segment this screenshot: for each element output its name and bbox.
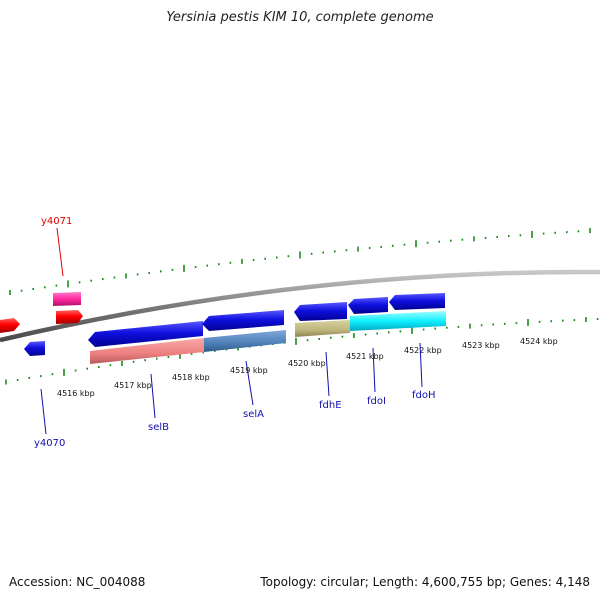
scale-label: 4519 kbp (230, 366, 268, 375)
scale-label: 4524 kbp (520, 337, 558, 346)
gene-selB-rna[interactable] (90, 338, 204, 364)
label-leaders (40, 227, 423, 435)
leader-fdhE (325, 351, 330, 397)
leader-fdoH (419, 342, 423, 388)
leader-selA (245, 360, 254, 406)
leader-selB (150, 373, 156, 419)
gene-red-edge[interactable] (0, 318, 20, 333)
leader-y4071 (56, 227, 64, 277)
scale-label: 4523 kbp (462, 341, 500, 350)
gene-selA[interactable] (202, 310, 284, 331)
scale-label: 4517 kbp (114, 381, 152, 390)
gene-label-fdhE[interactable]: fdhE (319, 400, 342, 411)
gene-label-selB[interactable]: selB (148, 422, 169, 433)
gene-fdhE[interactable] (295, 320, 350, 337)
leader-fdoI (372, 347, 376, 393)
gene-label-fdoH[interactable]: fdoH (412, 390, 436, 401)
gene-blue-3[interactable] (389, 293, 445, 310)
gene-label-y4070[interactable]: y4070 (34, 438, 65, 449)
gene-blue-2[interactable] (348, 297, 388, 314)
outer-tick-ring (9, 228, 591, 295)
genome-backbone (0, 269, 600, 343)
scale-label: 4520 kbp (288, 359, 326, 368)
scale-label: 4516 kbp (57, 389, 95, 398)
scale-label: 4518 kbp (172, 373, 210, 382)
gene-label-selA[interactable]: selA (243, 409, 264, 420)
gene-selB[interactable] (88, 321, 203, 347)
gene-blue-1[interactable] (294, 302, 347, 321)
gene-label-fdoI[interactable]: fdoI (367, 396, 386, 407)
gene-label-y4071[interactable]: y4071 (41, 216, 72, 227)
gene-selA-rna[interactable] (204, 330, 286, 352)
scale-label: 4522 kbp (404, 346, 442, 355)
inner-tick-ring (5, 317, 599, 385)
forward-genes (0, 292, 445, 333)
gene-y4071-pink[interactable] (53, 292, 81, 306)
topology-text: Topology: circular; Length: 4,600,755 bp… (260, 575, 590, 589)
accession-text: Accession: NC_004088 (9, 575, 146, 589)
gene-y4071-red[interactable] (56, 310, 83, 324)
leader-y4070 (40, 388, 47, 435)
gene-fdoI-fdoH[interactable] (350, 311, 446, 331)
genome-title: Yersinia pestis KIM 10, complete genome (166, 10, 434, 25)
gene-labels: y4071 y4070 selB selA fdhE fdoI fdoH (34, 216, 436, 449)
scale-label: 4521 kbp (346, 352, 384, 361)
gene-y4070[interactable] (24, 341, 45, 356)
reverse-genes (24, 310, 446, 364)
scale-labels: 4516 kbp 4517 kbp 4518 kbp 4519 kbp 4520… (57, 337, 558, 398)
